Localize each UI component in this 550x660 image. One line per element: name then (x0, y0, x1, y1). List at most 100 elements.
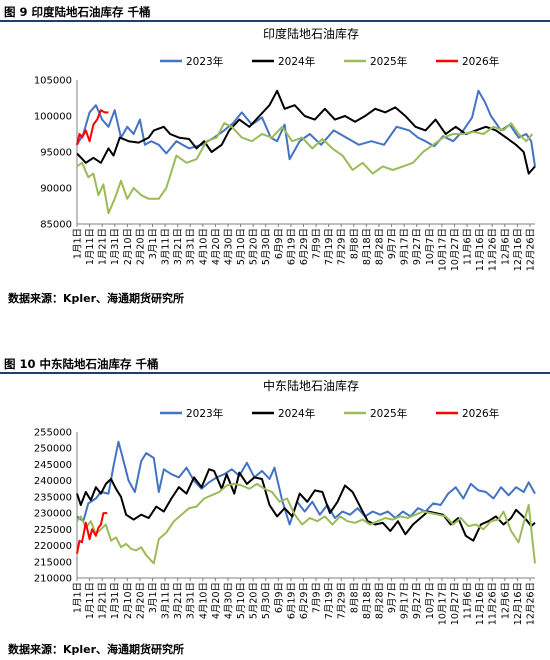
y-tick-label: 240000 (34, 476, 72, 487)
figure-2-header: 图 10 中东陆地石油库存 千桶 (0, 355, 550, 374)
x-tick-label: 4月30日 (223, 228, 234, 265)
legend-label: 2023年 (186, 55, 223, 68)
y-tick-label: 105000 (34, 76, 72, 87)
x-tick-label: 7月19日 (324, 228, 335, 265)
x-tick-label: 3月11日 (161, 228, 172, 265)
x-tick-label: 12月26日 (525, 582, 536, 625)
series-line-2025年 (76, 482, 536, 565)
x-tick-label: 10月7日 (425, 228, 436, 265)
chart-title: 印度陆地石油库存 (263, 26, 359, 41)
x-tick-label: 11月16日 (475, 582, 486, 625)
x-tick-label: 5月10日 (236, 582, 247, 619)
x-tick-label: 7月9日 (312, 228, 323, 259)
x-tick-label: 7月29日 (337, 582, 348, 619)
legend-entry: 2025年 (344, 55, 407, 68)
y-tick-label: 220000 (34, 541, 72, 552)
x-tick-label: 8月28日 (374, 582, 385, 619)
x-tick-label: 11月6日 (463, 228, 474, 265)
x-tick-label: 5月30日 (261, 228, 272, 265)
series-line-2024年 (76, 89, 536, 175)
x-tick-label: 6月19日 (286, 582, 297, 619)
x-tick-label: 8月18日 (362, 228, 373, 265)
x-tick-label: 7月19日 (324, 582, 335, 619)
middle-east-stock-chart: 中东陆地石油库存 2023年 2024年 2025年 2026年 210000 215000… (34, 378, 537, 625)
legend-entry: 2023年 (160, 55, 223, 68)
x-tick-label: 12月16日 (513, 228, 524, 271)
x-tick-label: 1月31日 (110, 228, 121, 265)
x-tick-label: 6月9日 (274, 228, 285, 259)
x-tick-label: 8月8日 (349, 228, 360, 259)
x-tick-label: 9月7日 (387, 582, 398, 613)
legend-label: 2026年 (462, 407, 499, 420)
x-tick-label: 11月6日 (463, 582, 474, 619)
x-tick-label: 7月9日 (312, 582, 323, 613)
x-tick-label: 10月27日 (450, 582, 461, 625)
legend-label: 2023年 (186, 407, 223, 420)
x-tick-label: 4月10日 (198, 228, 209, 265)
figure-2-source: 数据来源：Kpler、海通期货研究所 (8, 643, 185, 656)
x-tick-label: 1月31日 (110, 582, 121, 619)
legend-label: 2024年 (278, 407, 315, 420)
y-tick-label: 225000 (34, 525, 72, 536)
legend-entry: 2026年 (436, 407, 499, 420)
x-tick-label: 1月11日 (85, 582, 96, 619)
x-tick-label: 11月16日 (475, 228, 486, 271)
figure-1-caption: 图 9 印度陆地石油库存 千桶 (4, 5, 151, 19)
y-tick-label: 255000 (34, 428, 72, 439)
legend-entry: 2023年 (160, 407, 223, 420)
legend-entry: 2024年 (252, 55, 315, 68)
legend-label: 2026年 (462, 55, 499, 68)
x-tick-label: 9月7日 (387, 228, 398, 259)
chart-title: 中东陆地石油库存 (263, 378, 359, 393)
x-tick-label: 9月27日 (412, 228, 423, 265)
x-tick-label: 2月20日 (135, 228, 146, 265)
legend-entry: 2024年 (252, 407, 315, 420)
x-tick-label: 10月7日 (425, 582, 436, 619)
x-tick-label: 3月11日 (161, 582, 172, 619)
x-tick-label: 4月30日 (223, 582, 234, 619)
x-tick-label: 8月28日 (374, 228, 385, 265)
x-tick-label: 6月19日 (286, 228, 297, 265)
x-tick-label: 2月20日 (135, 582, 146, 619)
x-tick-label: 1月21日 (98, 228, 109, 265)
series-line-2024年 (76, 468, 536, 542)
series-line-2026年 (76, 512, 108, 554)
x-tick-label: 6月29日 (299, 582, 310, 619)
y-tick-label: 235000 (34, 492, 72, 503)
legend-entry: 2025年 (344, 407, 407, 420)
x-tick-label: 10月27日 (450, 228, 461, 271)
y-tick-label: 85000 (40, 220, 72, 231)
series-line-2023年 (76, 440, 536, 526)
x-tick-label: 8月18日 (362, 582, 373, 619)
series-line-2023年 (76, 89, 536, 167)
x-tick-label: 1月1日 (73, 228, 84, 259)
x-tick-label: 3月1日 (148, 228, 159, 259)
x-tick-label: 5月20日 (249, 582, 260, 619)
x-tick-label: 8月8日 (349, 582, 360, 613)
x-tick-label: 11月26日 (488, 582, 499, 625)
y-tick-label: 230000 (34, 509, 72, 520)
x-tick-label: 12月6日 (500, 228, 511, 265)
x-tick-label: 5月10日 (236, 228, 247, 265)
legend-label: 2025年 (370, 407, 407, 420)
x-tick-label: 6月9日 (274, 582, 285, 613)
x-tick-label: 3月1日 (148, 582, 159, 613)
x-tick-label: 1月1日 (73, 582, 84, 613)
x-tick-label: 2月10日 (123, 582, 134, 619)
x-tick-label: 9月17日 (400, 582, 411, 619)
x-tick-label: 2月10日 (123, 228, 134, 265)
x-tick-label: 10月17日 (437, 582, 448, 625)
x-tick-label: 7月29日 (337, 228, 348, 265)
x-tick-label: 3月31日 (186, 582, 197, 619)
x-tick-label: 3月21日 (173, 582, 184, 619)
x-tick-label: 12月16日 (513, 582, 524, 625)
x-tick-label: 3月21日 (173, 228, 184, 265)
x-tick-label: 5月30日 (261, 582, 272, 619)
x-tick-label: 9月27日 (412, 582, 423, 619)
y-tick-label: 245000 (34, 460, 72, 471)
figure-2-caption: 图 10 中东陆地石油库存 千桶 (4, 357, 159, 371)
x-tick-label: 9月17日 (400, 228, 411, 265)
x-tick-label: 3月31日 (186, 228, 197, 265)
x-tick-label: 1月11日 (85, 228, 96, 265)
india-stock-chart: 印度陆地石油库存 2023年 2024年 2025年 2026年 85000 90000 95… (34, 26, 537, 271)
